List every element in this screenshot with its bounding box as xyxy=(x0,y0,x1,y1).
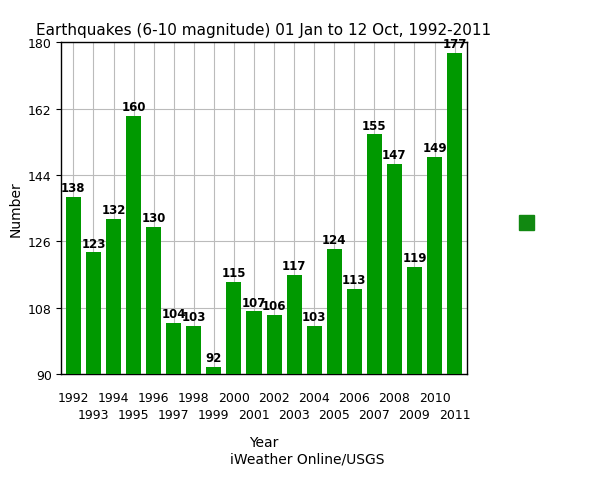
Text: 119: 119 xyxy=(402,252,427,265)
Text: 2001: 2001 xyxy=(238,408,270,420)
Bar xyxy=(367,135,382,480)
Text: 123: 123 xyxy=(81,237,106,250)
Text: 2008: 2008 xyxy=(378,391,410,404)
Text: 1995: 1995 xyxy=(118,408,149,420)
Bar xyxy=(166,323,181,480)
Text: 138: 138 xyxy=(61,182,86,195)
Text: iWeather Online/USGS: iWeather Online/USGS xyxy=(230,452,384,466)
Bar xyxy=(106,220,121,480)
Text: 104: 104 xyxy=(161,307,186,320)
Bar xyxy=(227,282,241,480)
Text: 2009: 2009 xyxy=(398,408,430,420)
Text: 2006: 2006 xyxy=(338,391,370,404)
Text: 1993: 1993 xyxy=(78,408,109,420)
Text: 1994: 1994 xyxy=(98,391,130,404)
Text: 132: 132 xyxy=(101,204,126,217)
Text: 1992: 1992 xyxy=(58,391,89,404)
Text: 2003: 2003 xyxy=(278,408,310,420)
Text: 103: 103 xyxy=(182,311,206,324)
Bar xyxy=(86,253,101,480)
Bar xyxy=(246,312,262,480)
Bar xyxy=(66,198,81,480)
Text: 1999: 1999 xyxy=(198,408,230,420)
Text: 1998: 1998 xyxy=(178,391,209,404)
Text: 92: 92 xyxy=(206,351,222,364)
Text: 1997: 1997 xyxy=(158,408,190,420)
Text: 130: 130 xyxy=(141,211,166,224)
Bar xyxy=(407,268,422,480)
Text: 103: 103 xyxy=(302,311,327,324)
Bar xyxy=(347,290,362,480)
Text: 113: 113 xyxy=(342,274,367,287)
Text: 160: 160 xyxy=(122,101,146,114)
Bar xyxy=(447,54,462,480)
Bar xyxy=(287,275,301,480)
Text: 117: 117 xyxy=(282,259,306,272)
Title: Earthquakes (6-10 magnitude) 01 Jan to 12 Oct, 1992-2011: Earthquakes (6-10 magnitude) 01 Jan to 1… xyxy=(36,23,492,38)
Text: 1996: 1996 xyxy=(138,391,169,404)
Text: 2004: 2004 xyxy=(298,391,330,404)
Text: 107: 107 xyxy=(242,296,266,309)
Bar xyxy=(126,117,141,480)
Text: 124: 124 xyxy=(322,233,346,246)
Text: 2010: 2010 xyxy=(419,391,451,404)
Text: 2011: 2011 xyxy=(439,408,470,420)
Bar xyxy=(206,367,222,480)
Text: 2005: 2005 xyxy=(318,408,350,420)
Text: 177: 177 xyxy=(443,38,467,51)
Y-axis label: Number: Number xyxy=(8,181,22,237)
Bar xyxy=(146,227,161,480)
Bar xyxy=(427,157,442,480)
Text: 106: 106 xyxy=(262,300,286,312)
Text: 149: 149 xyxy=(422,142,447,155)
Bar xyxy=(186,326,201,480)
Bar xyxy=(327,249,342,480)
Bar xyxy=(387,165,402,480)
Text: 115: 115 xyxy=(222,266,246,279)
Text: 2007: 2007 xyxy=(359,408,391,420)
Text: 155: 155 xyxy=(362,120,387,132)
Text: 2000: 2000 xyxy=(218,391,250,404)
Bar xyxy=(306,326,322,480)
Text: Year: Year xyxy=(249,435,279,449)
Text: 147: 147 xyxy=(382,149,406,162)
Bar xyxy=(266,315,282,480)
Text: 2002: 2002 xyxy=(258,391,290,404)
